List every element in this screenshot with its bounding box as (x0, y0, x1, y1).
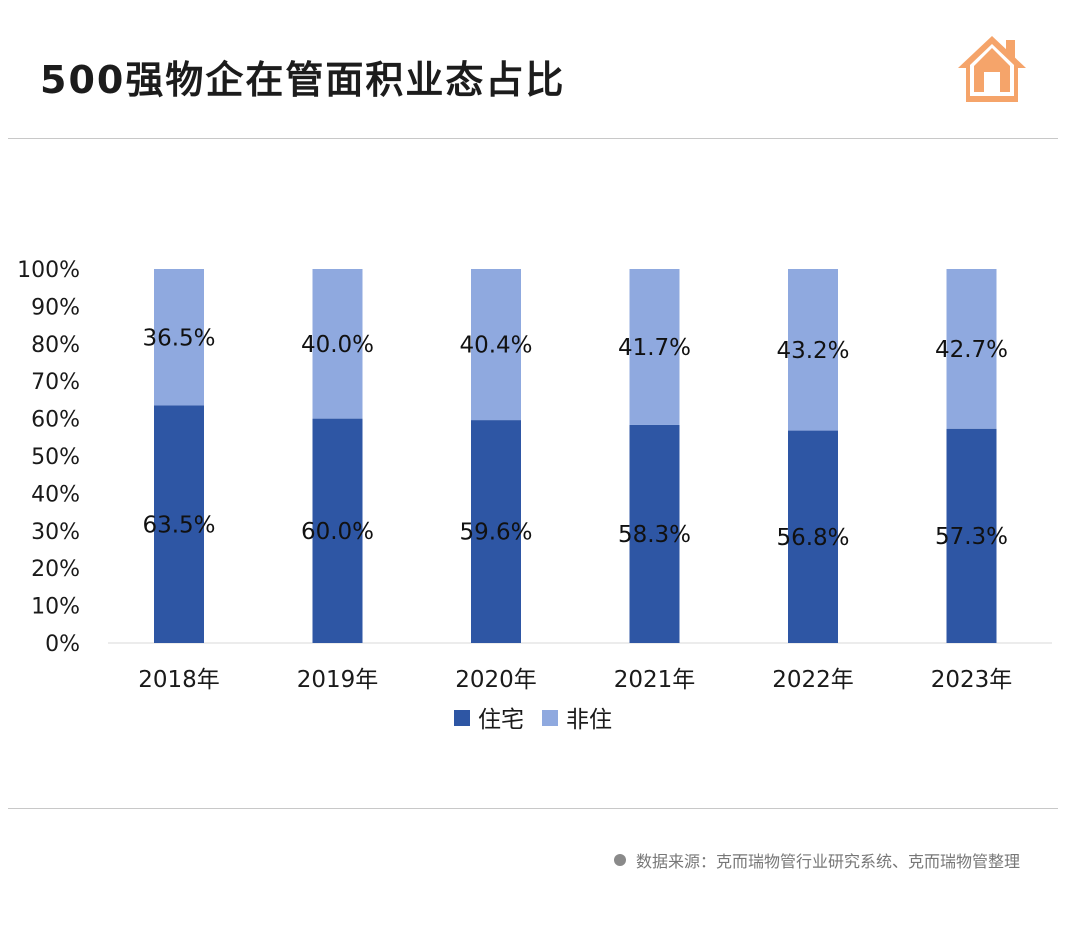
x-tick-label: 2018年 (138, 667, 220, 693)
data-label: 43.2% (776, 338, 849, 364)
y-tick-label: 40% (31, 482, 80, 507)
y-tick-label: 90% (31, 295, 80, 320)
y-tick-label: 80% (31, 333, 80, 358)
y-tick-label: 70% (31, 370, 80, 395)
data-label: 56.8% (776, 525, 849, 551)
y-tick-label: 100% (17, 258, 80, 283)
x-tick-label: 2023年 (931, 667, 1013, 693)
x-tick-label: 2020年 (455, 667, 537, 693)
header-divider (8, 138, 1058, 139)
legend-label: 住宅 (478, 707, 524, 733)
data-label: 59.6% (459, 520, 532, 546)
bar-residential (629, 424, 680, 643)
data-label: 41.7% (618, 335, 691, 361)
bar-non-residential (154, 269, 204, 406)
data-label: 57.3% (935, 524, 1008, 550)
legend: 住宅 非住 (454, 707, 612, 733)
data-label: 40.4% (459, 333, 532, 359)
data-label: 42.7% (935, 337, 1008, 363)
y-tick-label: 60% (31, 408, 80, 433)
data-label: 36.5% (142, 325, 215, 351)
y-tick-label: 20% (31, 557, 80, 582)
data-label: 60.0% (301, 519, 374, 545)
legend-label: 非住 (566, 707, 612, 733)
page-title: 500强物企在管面积业态占比 (40, 58, 566, 102)
bullet-icon (613, 854, 626, 866)
x-axis: 2018年 2019年 2020年 2021年 2022年 2023年 (138, 667, 1012, 693)
bar-non-residential (629, 269, 680, 425)
data-label: 63.5% (142, 512, 215, 538)
bar-residential (471, 420, 521, 643)
y-tick-label: 10% (31, 595, 80, 620)
stacked-bar-chart: 0% 10% 20% 30% 40% 50% 60% 70% 80% 90% 100% 63.5% 3… (17, 258, 1052, 733)
bar-residential (154, 405, 204, 643)
bar-non-residential (471, 269, 521, 421)
footer-divider (8, 808, 1058, 809)
x-tick-label: 2021年 (614, 667, 696, 693)
bar-non-residential (312, 269, 363, 419)
source-note: 数据来源：克而瑞物管行业研究系统、克而瑞物管整理 (613, 848, 1020, 872)
source-text: 数据来源：克而瑞物管行业研究系统、克而瑞物管整理 (635, 852, 1020, 871)
house-icon (958, 36, 1026, 102)
bar-non-residential (788, 269, 838, 431)
data-label: 40.0% (301, 332, 374, 358)
legend-swatch (542, 710, 558, 726)
data-label: 58.3% (618, 522, 691, 548)
bar-residential (946, 428, 997, 643)
bar-non-residential (946, 269, 997, 429)
x-tick-label: 2019年 (297, 667, 379, 693)
bar-residential (312, 418, 363, 643)
y-tick-label: 50% (31, 445, 80, 470)
legend-swatch (454, 710, 470, 726)
bars-group: 63.5% 36.5% 60.0% 40.0% 59.6% 40.4% 58.3% 41.7%… (142, 269, 1008, 643)
y-axis: 0% 10% 20% 30% 40% 50% 60% 70% 80% 90% 100% (17, 258, 80, 657)
bar-residential (788, 430, 838, 643)
y-tick-label: 30% (31, 520, 80, 545)
x-tick-label: 2022年 (772, 667, 854, 693)
y-tick-label: 0% (45, 632, 80, 657)
